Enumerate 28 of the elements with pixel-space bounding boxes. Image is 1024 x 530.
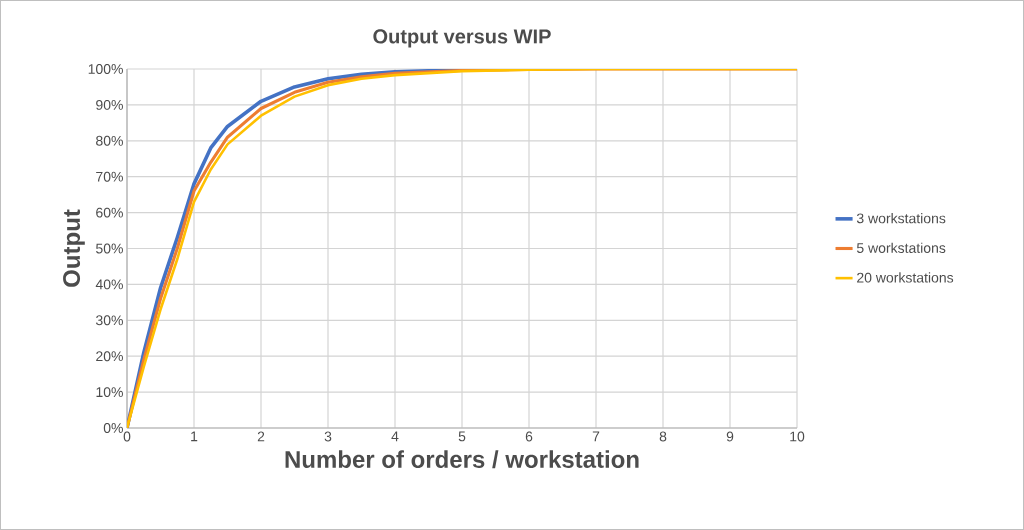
legend-label: 20 workstations — [857, 272, 954, 283]
x-tick-label: 8 — [659, 431, 667, 442]
x-axis-title: Number of orders / workstation — [285, 450, 639, 469]
chart-title: Output versus WIP — [373, 29, 551, 48]
x-tick-label: 2 — [257, 431, 265, 442]
legend-label: 5 workstations — [856, 242, 946, 253]
y-tick-label: 90% — [96, 99, 123, 110]
y-tick-label: 40% — [95, 279, 123, 290]
x-tick-label: 9 — [726, 431, 734, 442]
y-tick-label: 30% — [95, 315, 123, 326]
x-tick-label: 3 — [324, 431, 332, 442]
x-tick-label: 5 — [458, 431, 466, 442]
x-tick-label: 1 — [191, 431, 198, 442]
x-tick-label: 7 — [592, 431, 600, 442]
x-tick-label: 4 — [391, 431, 399, 442]
y-tick-label: 80% — [96, 135, 123, 146]
y-tick-label: 20% — [96, 351, 123, 362]
x-tick-label: 10 — [790, 431, 805, 442]
legend-label: 3 workstations — [856, 213, 946, 224]
y-tick-label: 100% — [88, 64, 123, 74]
y-tick-label: 60% — [96, 207, 123, 218]
x-tick-label: 0 — [123, 431, 131, 442]
y-tick-label: 0% — [103, 423, 123, 433]
y-tick-label: 50% — [96, 243, 123, 254]
x-tick-label: 6 — [525, 431, 533, 442]
y-tick-label: 70% — [96, 171, 123, 182]
y-axis-title: Output — [63, 209, 85, 287]
y-tick-label: 10% — [96, 387, 123, 398]
